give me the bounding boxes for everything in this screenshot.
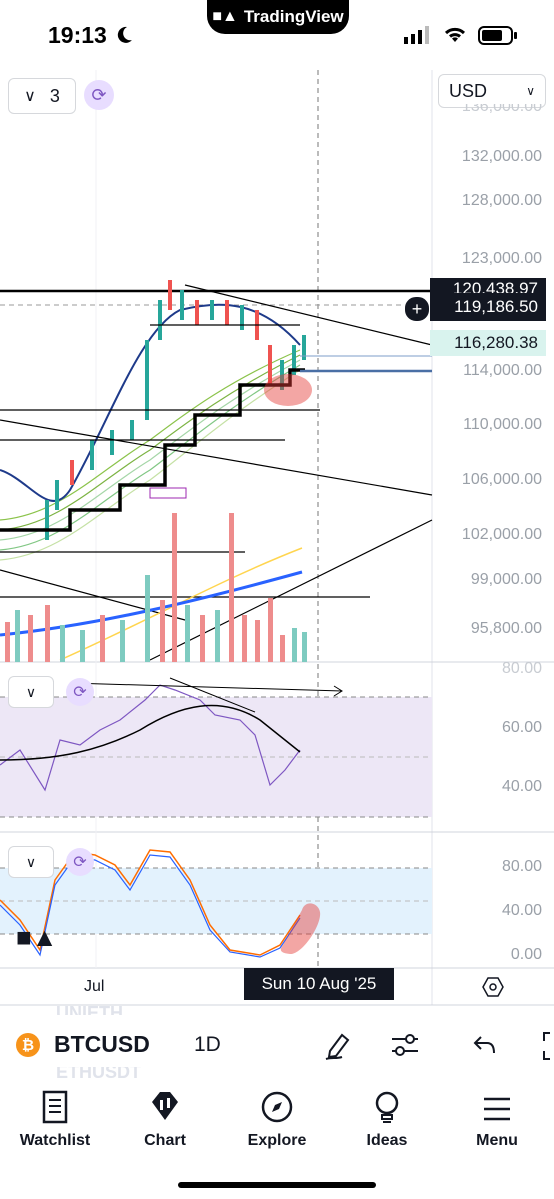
app-banner-name: TradingView: [243, 7, 344, 26]
chevron-down-icon: ∨: [25, 683, 37, 700]
price-tick: 132,000.00: [461, 148, 542, 165]
status-bar: 19:13: [0, 0, 554, 70]
indicators-collapse-button[interactable]: ∨ 3: [8, 78, 76, 114]
rsi-tick: 60.00: [501, 719, 542, 736]
stoch-tick: 40.00: [501, 902, 542, 919]
price-tick: 110,000.00: [463, 416, 542, 433]
bitcoin-icon: ₿: [16, 1033, 40, 1057]
stoch-refresh-icon[interactable]: ⟳: [66, 848, 94, 876]
fullscreen-icon[interactable]: [536, 1031, 554, 1066]
status-time: 19:13: [48, 22, 107, 48]
chevron-down-icon: ∨: [526, 84, 535, 98]
drawing-pen-icon[interactable]: [322, 1029, 354, 1066]
rsi-tick: 40.00: [501, 778, 542, 795]
signal-icon: [404, 26, 432, 49]
moon-icon: [114, 25, 134, 50]
crosshair-price-label: 119,186.50: [430, 293, 546, 321]
price-tick: 114,000.00: [463, 362, 542, 379]
price-tick: 106,000.00: [461, 471, 542, 488]
indicator-count: 3: [49, 85, 60, 106]
rsi-refresh-icon[interactable]: ⟳: [66, 678, 94, 706]
home-indicator: [178, 1182, 376, 1188]
symbol-name[interactable]: BTCUSD: [54, 1031, 150, 1057]
last-price-label: 116,280.38: [430, 330, 546, 356]
watchlist-icon: [42, 1090, 68, 1124]
undo-icon[interactable]: [472, 1033, 498, 1062]
price-tick: 128,000.00: [461, 192, 542, 209]
tradingview-logo-icon: ■▲: [212, 8, 238, 25]
currency-value: USD: [449, 80, 488, 101]
chevron-down-icon: ∨: [25, 853, 37, 870]
battery-icon: [478, 26, 518, 51]
ghost-symbol-below: ETHUSDT: [56, 1067, 141, 1081]
add-alert-plus-icon[interactable]: +: [404, 296, 430, 322]
compass-icon: [261, 1091, 293, 1123]
rsi-collapse-button[interactable]: ∨: [8, 676, 54, 708]
stoch-tick: 0.00: [510, 946, 542, 963]
price-tick: 102,000.00: [461, 526, 542, 543]
tradingview-watermark-icon: ■▲: [16, 922, 58, 952]
interval-button[interactable]: 1D: [194, 1033, 221, 1056]
crosshair-date-label: Sun 10 Aug '25: [244, 968, 394, 1000]
tab-label: Watchlist: [19, 1132, 91, 1149]
chart-settings-icon[interactable]: [482, 976, 504, 1003]
menu-icon: [484, 1097, 510, 1121]
ghost-symbol-above: UNIETH: [56, 1003, 123, 1015]
bottom-tab-bar: Watchlist Chart Explore Ideas Menu: [0, 1080, 554, 1170]
tab-label: Chart: [144, 1132, 186, 1149]
price-tick: 95,800.00: [470, 620, 542, 637]
stoch-tick: 80.00: [501, 858, 542, 875]
app-banner[interactable]: ■▲ TradingView: [207, 0, 349, 34]
symbol-toolbar: UNIETH ₿ BTCUSD 1D ETHUSDT: [0, 1003, 554, 1085]
tab-label: Menu: [476, 1132, 518, 1149]
rsi-tick: 80.00: [501, 660, 542, 677]
time-axis-month: Jul: [84, 978, 105, 995]
price-tick: 99,000.00: [470, 571, 542, 588]
tab-label: Explore: [247, 1132, 307, 1149]
chevron-down-icon: ∨: [24, 88, 36, 105]
indicators-sliders-icon[interactable]: [390, 1031, 420, 1064]
refresh-indicator-icon[interactable]: ⟳: [84, 80, 114, 110]
lightbulb-icon: [375, 1091, 399, 1123]
wifi-icon: [442, 24, 468, 49]
currency-select[interactable]: USD ∨: [438, 74, 546, 108]
price-tick-partial: 136,000.00: [461, 104, 542, 115]
stoch-collapse-button[interactable]: ∨: [8, 846, 54, 878]
tab-label: Ideas: [366, 1132, 408, 1149]
price-tick: 123,000.00: [461, 250, 542, 267]
chart-icon: [152, 1092, 178, 1120]
price-chart[interactable]: [0, 0, 554, 1010]
